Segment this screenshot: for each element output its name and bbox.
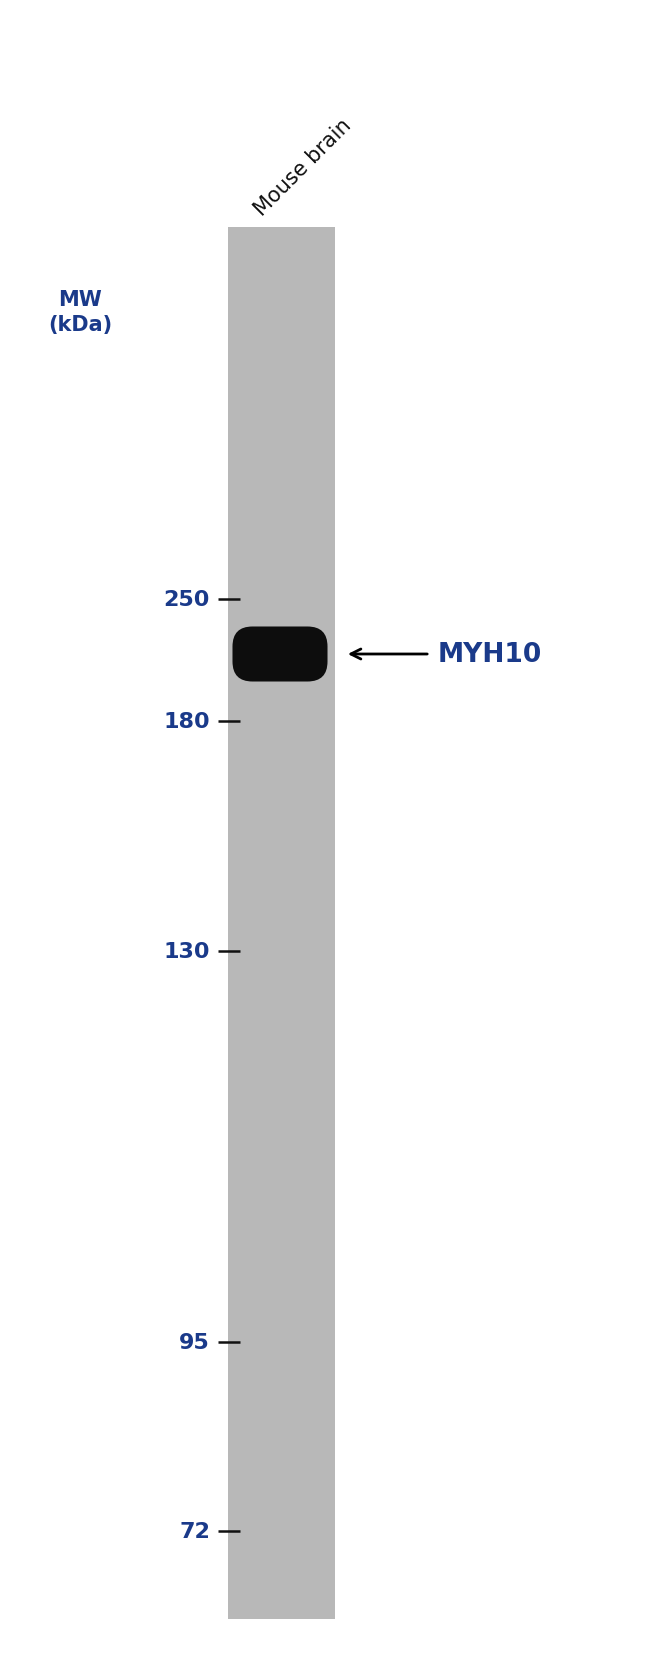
Text: MW
(kDa): MW (kDa) bbox=[48, 290, 112, 335]
Text: 180: 180 bbox=[163, 711, 210, 731]
FancyBboxPatch shape bbox=[233, 626, 328, 683]
Bar bbox=[228, 229, 335, 1619]
Text: MYH10: MYH10 bbox=[438, 641, 542, 668]
Text: 250: 250 bbox=[164, 590, 210, 610]
Text: 72: 72 bbox=[179, 1521, 210, 1541]
Text: Mouse brain: Mouse brain bbox=[251, 116, 356, 220]
Text: 130: 130 bbox=[164, 941, 210, 961]
Text: 95: 95 bbox=[179, 1332, 210, 1352]
